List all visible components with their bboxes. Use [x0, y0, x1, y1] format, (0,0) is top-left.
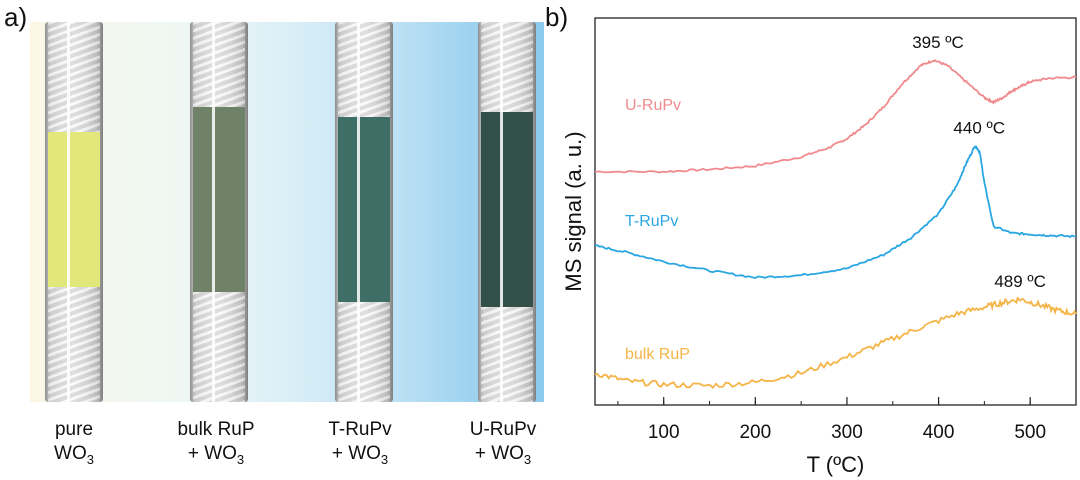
tube-t-rupv: [335, 22, 393, 402]
caption-line1: T-RuPv: [328, 419, 392, 440]
series-line-bulk-rup: [594, 296, 1077, 390]
x-tick-label: 200: [739, 422, 771, 443]
caption-line1: U-RuPv: [469, 419, 537, 440]
caption-subscript: 3: [523, 451, 532, 467]
sample-photo: [30, 22, 544, 402]
tube-pure-wo3: [45, 22, 103, 402]
caption-subscript: 3: [380, 451, 389, 467]
tube-u-rupv: [478, 22, 536, 402]
tube-fill: [481, 112, 533, 307]
peak-annotation: 440 ºC: [953, 118, 1005, 137]
series-line-t-rupv: [594, 145, 1077, 279]
y-axis-label: MS signal (a. u.): [561, 131, 586, 291]
panel-b-label: b): [545, 2, 569, 32]
series-label: U-RuPv: [625, 97, 681, 114]
tube-bulk-rup: [190, 22, 248, 402]
x-tick-label: 400: [923, 422, 955, 443]
tube-fill: [338, 117, 390, 302]
caption-subscript: 3: [236, 451, 245, 467]
series-line-u-rupv: [594, 59, 1077, 174]
caption-pure-wo3: pure WO3: [14, 418, 134, 472]
plot-frame: [594, 17, 1077, 406]
caption-line2: WO: [54, 443, 87, 464]
caption-u-rupv: U-RuPv + WO3: [443, 418, 563, 472]
peak-annotation: 489 ºC: [994, 272, 1046, 291]
tube-fill: [193, 107, 245, 292]
x-axis-label: T (ºC): [807, 452, 865, 477]
series-label: bulk RuP: [625, 346, 690, 363]
peak-annotation: 395 ºC: [912, 33, 964, 52]
x-tick-label: 500: [1014, 422, 1046, 443]
caption-line1: pure: [54, 419, 94, 440]
caption-subscript: 3: [86, 451, 94, 467]
tube-fill: [48, 132, 100, 287]
series-label: T-RuPv: [625, 213, 678, 230]
caption-bulk-rup: bulk RuP + WO3: [156, 418, 276, 472]
x-tick-label: 300: [831, 422, 863, 443]
caption-line1: bulk RuP: [177, 419, 255, 440]
caption-line2: + WO: [331, 443, 381, 464]
caption-t-rupv: T-RuPv + WO3: [300, 418, 420, 472]
caption-line2: + WO: [474, 443, 524, 464]
panel-a-label: a): [4, 2, 28, 32]
caption-line2: + WO: [187, 443, 237, 464]
x-tick-label: 100: [648, 422, 680, 443]
